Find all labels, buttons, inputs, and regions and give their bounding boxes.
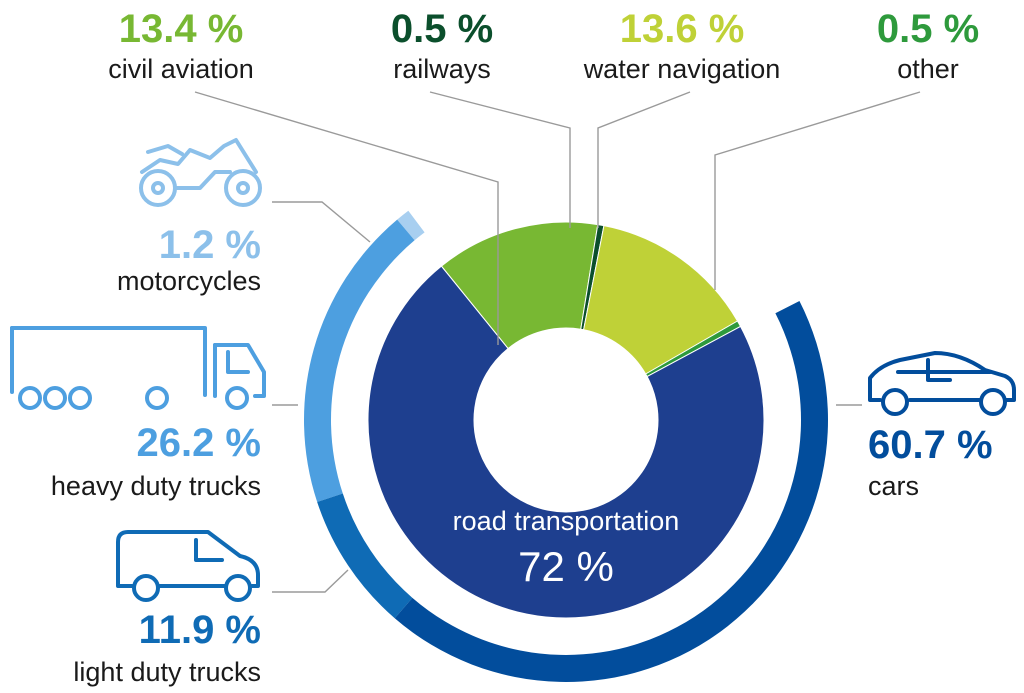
motorcycles-value: 1.2 % (159, 223, 261, 267)
other-value: 0.5 % (877, 7, 979, 51)
motorcycle-icon (139, 138, 262, 207)
leader-civil-aviation (194, 91, 499, 345)
civil-aviation-label: civil aviation (108, 54, 254, 84)
label-civil-aviation: 13.4 % civil aviation (108, 7, 254, 84)
car-icon (868, 351, 1016, 416)
cars-label: cars (868, 471, 919, 501)
label-other: 0.5 % other (877, 7, 979, 84)
other-label: other (897, 54, 959, 84)
label-cars: 60.7 % cars (868, 423, 993, 501)
inner-donut (367, 221, 765, 619)
slice-water-navigation (583, 225, 739, 375)
motorcycles-label: motorcycles (117, 266, 261, 296)
slice-road-transportation (367, 265, 765, 619)
cars-value: 60.7 % (868, 423, 993, 467)
label-water-navigation: 13.6 % water navigation (583, 7, 781, 84)
outer-ring (304, 210, 829, 683)
light-trucks-label: light duty trucks (73, 657, 261, 687)
railways-label: railways (393, 54, 491, 84)
civil-aviation-value: 13.4 % (119, 7, 244, 51)
ring-motorcycles (397, 210, 425, 241)
light-trucks-value: 11.9 % (139, 608, 261, 652)
leader-railways (429, 91, 571, 228)
ring-light-duty-trucks (317, 493, 413, 619)
label-motorcycles: 1.2 % motorcycles (117, 223, 261, 296)
leader-water-navigation (597, 91, 691, 228)
heavy-truck-icon (10, 326, 266, 410)
road-transportation-value: 72 % (518, 543, 614, 590)
leader-other (714, 91, 921, 290)
label-heavy-trucks: 26.2 % heavy duty trucks (51, 421, 261, 501)
railways-value: 0.5 % (391, 7, 493, 51)
water-navigation-value: 13.6 % (620, 7, 745, 51)
road-transportation-label: road transportation (453, 506, 680, 536)
ring-heavy-duty-trucks (304, 219, 415, 503)
leader-lines (194, 91, 921, 593)
label-light-trucks: 11.9 % light duty trucks (73, 608, 261, 687)
ring-cars (394, 301, 829, 683)
heavy-trucks-label: heavy duty trucks (51, 471, 261, 501)
water-navigation-label: water navigation (583, 54, 781, 84)
leader-motorcycles (272, 201, 371, 243)
heavy-trucks-value: 26.2 % (136, 421, 261, 465)
leader-light-trucks (272, 569, 349, 593)
label-railways: 0.5 % railways (391, 7, 493, 84)
van-icon (116, 530, 260, 602)
slice-civil-aviation (440, 221, 599, 350)
